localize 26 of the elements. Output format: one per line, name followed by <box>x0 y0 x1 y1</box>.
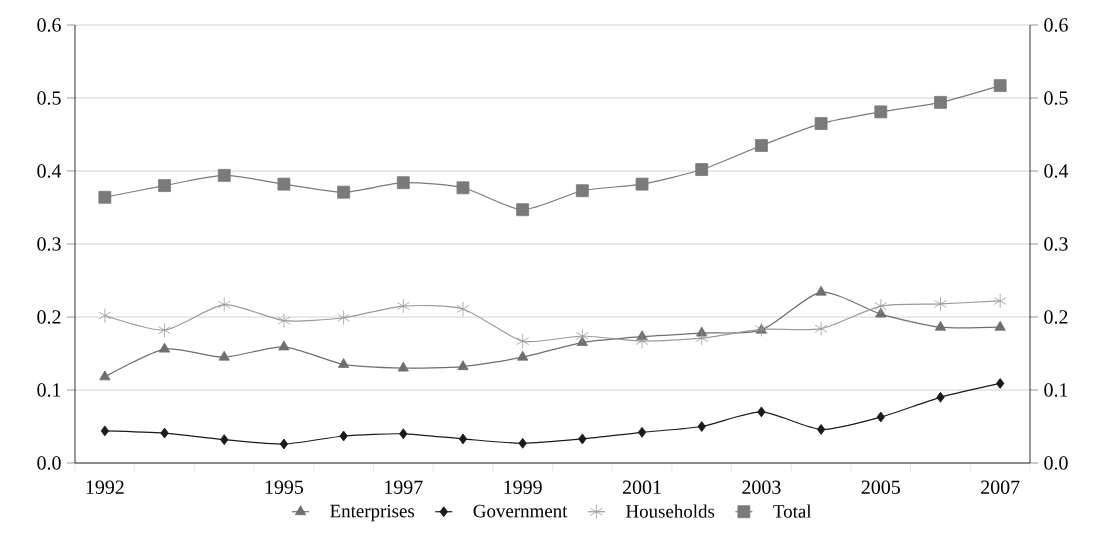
y-tick-label: 0.5 <box>37 91 61 105</box>
y2-tick-label: 0.4 <box>1044 164 1069 178</box>
y-tick-label: 0.6 <box>37 18 61 32</box>
y-tick-label: 0.3 <box>37 237 61 251</box>
x-tick-label: 1995 <box>265 480 304 494</box>
x-tick-label: 2001 <box>622 480 661 494</box>
x-tick-label: 2005 <box>861 480 900 494</box>
x-tick-label: 2003 <box>742 480 781 494</box>
x-tick-label: 1997 <box>385 480 423 494</box>
legend-label: Households <box>626 504 715 518</box>
y2-tick-label: 0.1 <box>1044 383 1068 397</box>
legend-label: Total <box>773 504 812 518</box>
y2-tick-label: 0.3 <box>1044 237 1068 251</box>
y2-tick-label: 0.5 <box>1044 91 1068 105</box>
y2-tick-label: 0.6 <box>1044 18 1068 32</box>
y2-tick-label: 0.0 <box>1044 456 1068 470</box>
y-tick-label: 0.0 <box>37 456 61 470</box>
legend-label: Government <box>473 504 568 518</box>
x-tick-label: 2007 <box>981 480 1020 494</box>
y-tick-label: 0.2 <box>37 310 61 324</box>
x-tick-label: 1992 <box>86 480 124 494</box>
y-tick-label: 0.4 <box>37 164 62 178</box>
y-tick-label: 0.1 <box>37 383 61 397</box>
x-tick-label: 1999 <box>504 480 542 494</box>
legend-label: Enterprises <box>330 504 415 522</box>
y2-tick-label: 0.2 <box>1044 310 1068 324</box>
